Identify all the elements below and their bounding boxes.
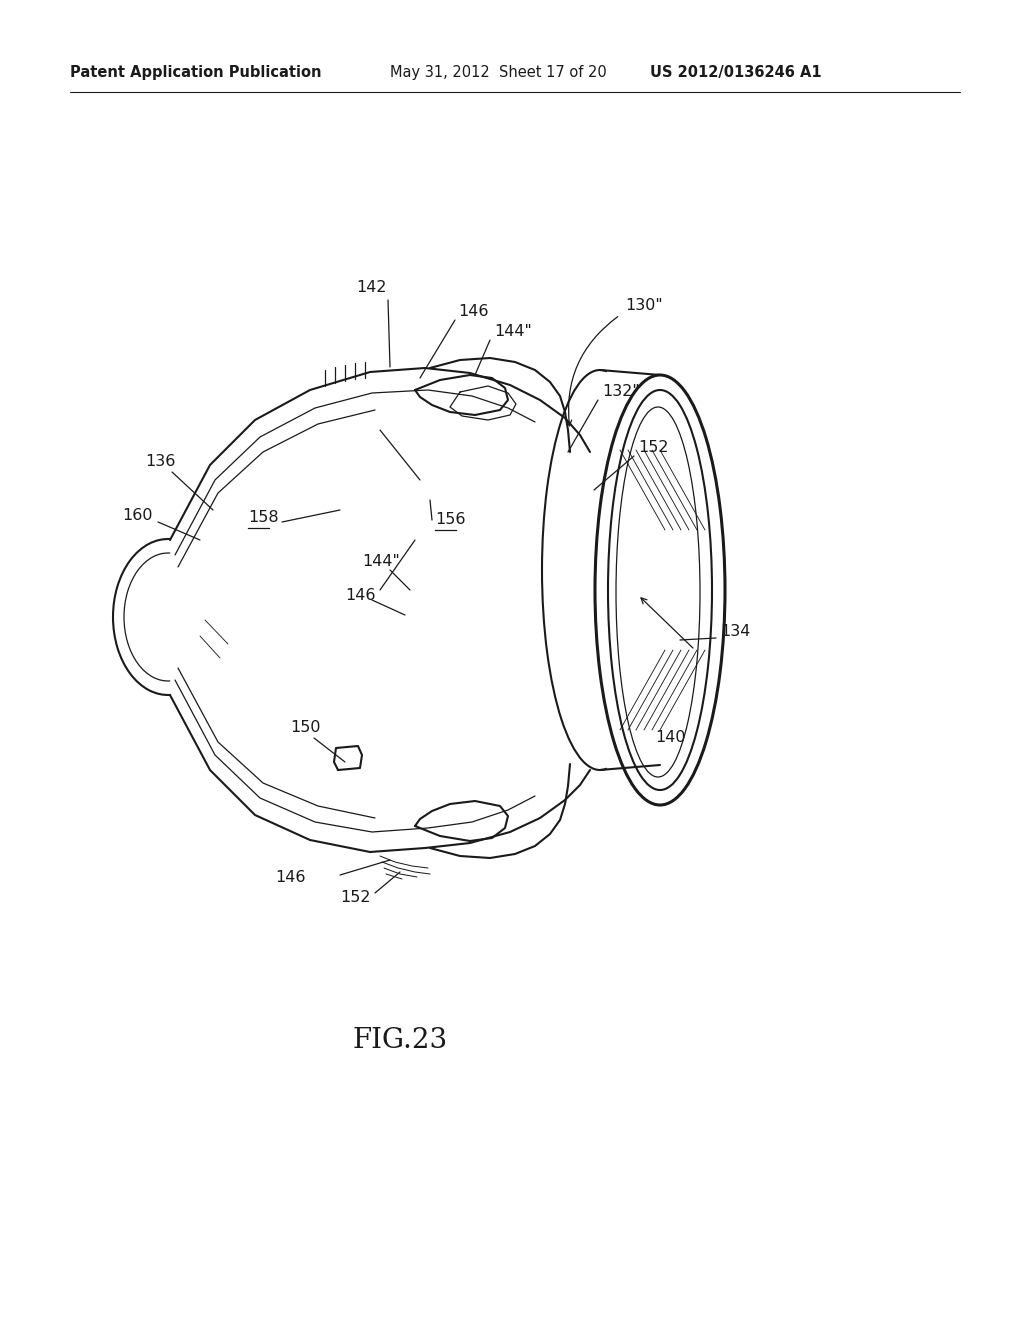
Text: 160: 160 [122,508,153,524]
Text: 140: 140 [655,730,685,746]
Text: 152: 152 [340,891,371,906]
Text: 132": 132" [602,384,640,400]
Text: 152: 152 [638,441,669,455]
Text: 156: 156 [435,512,466,528]
Text: 134: 134 [720,624,751,639]
Text: 130": 130" [625,297,663,313]
Text: US 2012/0136246 A1: US 2012/0136246 A1 [650,65,821,79]
Text: Patent Application Publication: Patent Application Publication [70,65,322,79]
Text: 146: 146 [345,587,376,602]
Text: FIG.23: FIG.23 [352,1027,447,1053]
Text: 150: 150 [290,721,321,735]
Text: 144": 144" [362,554,399,569]
Text: 158: 158 [248,511,279,525]
Text: 144": 144" [494,325,531,339]
Text: 146: 146 [275,870,305,886]
Text: May 31, 2012  Sheet 17 of 20: May 31, 2012 Sheet 17 of 20 [390,65,607,79]
Text: 142: 142 [356,281,387,296]
Text: 136: 136 [145,454,175,470]
Text: 146: 146 [458,305,488,319]
